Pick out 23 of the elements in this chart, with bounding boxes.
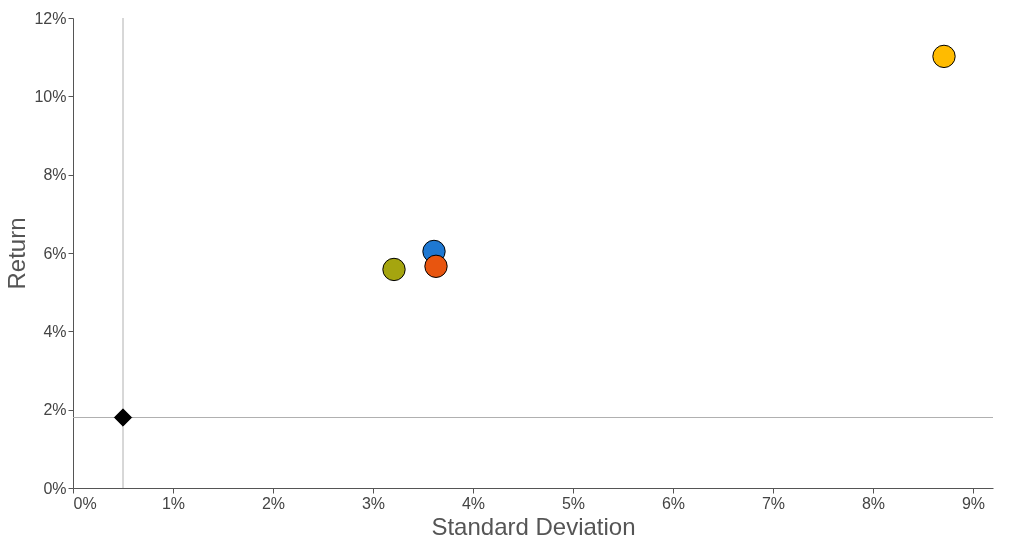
y-axis-title: Return: [3, 217, 31, 290]
y-tick-label: 2%: [43, 401, 67, 419]
x-tick-label: 3%: [361, 494, 386, 512]
x-axis-title: Standard Deviation: [431, 512, 636, 540]
x-tick-label: 8%: [861, 494, 886, 512]
x-tick-label: 7%: [761, 494, 786, 512]
y-tick-label: 4%: [43, 322, 67, 340]
point: [113, 408, 133, 427]
y-tick-label: 12%: [34, 9, 67, 27]
x-tick-label: 4%: [461, 494, 486, 512]
y-tick-label: 10%: [34, 87, 67, 105]
x-tick-label: 2%: [261, 494, 286, 512]
y-tick-label: 6%: [43, 244, 67, 262]
x-tick-label: 6%: [661, 494, 686, 512]
y-tick-label: 8%: [43, 166, 67, 184]
x-tick-label: 0%: [73, 494, 97, 512]
point: [382, 257, 406, 282]
x-tick-label: 1%: [161, 494, 186, 512]
x-tick-label: 9%: [961, 494, 986, 512]
y-tick-label: 0%: [43, 479, 67, 497]
point: [424, 254, 448, 278]
x-tick-label: 5%: [561, 494, 586, 512]
point: [932, 44, 956, 69]
